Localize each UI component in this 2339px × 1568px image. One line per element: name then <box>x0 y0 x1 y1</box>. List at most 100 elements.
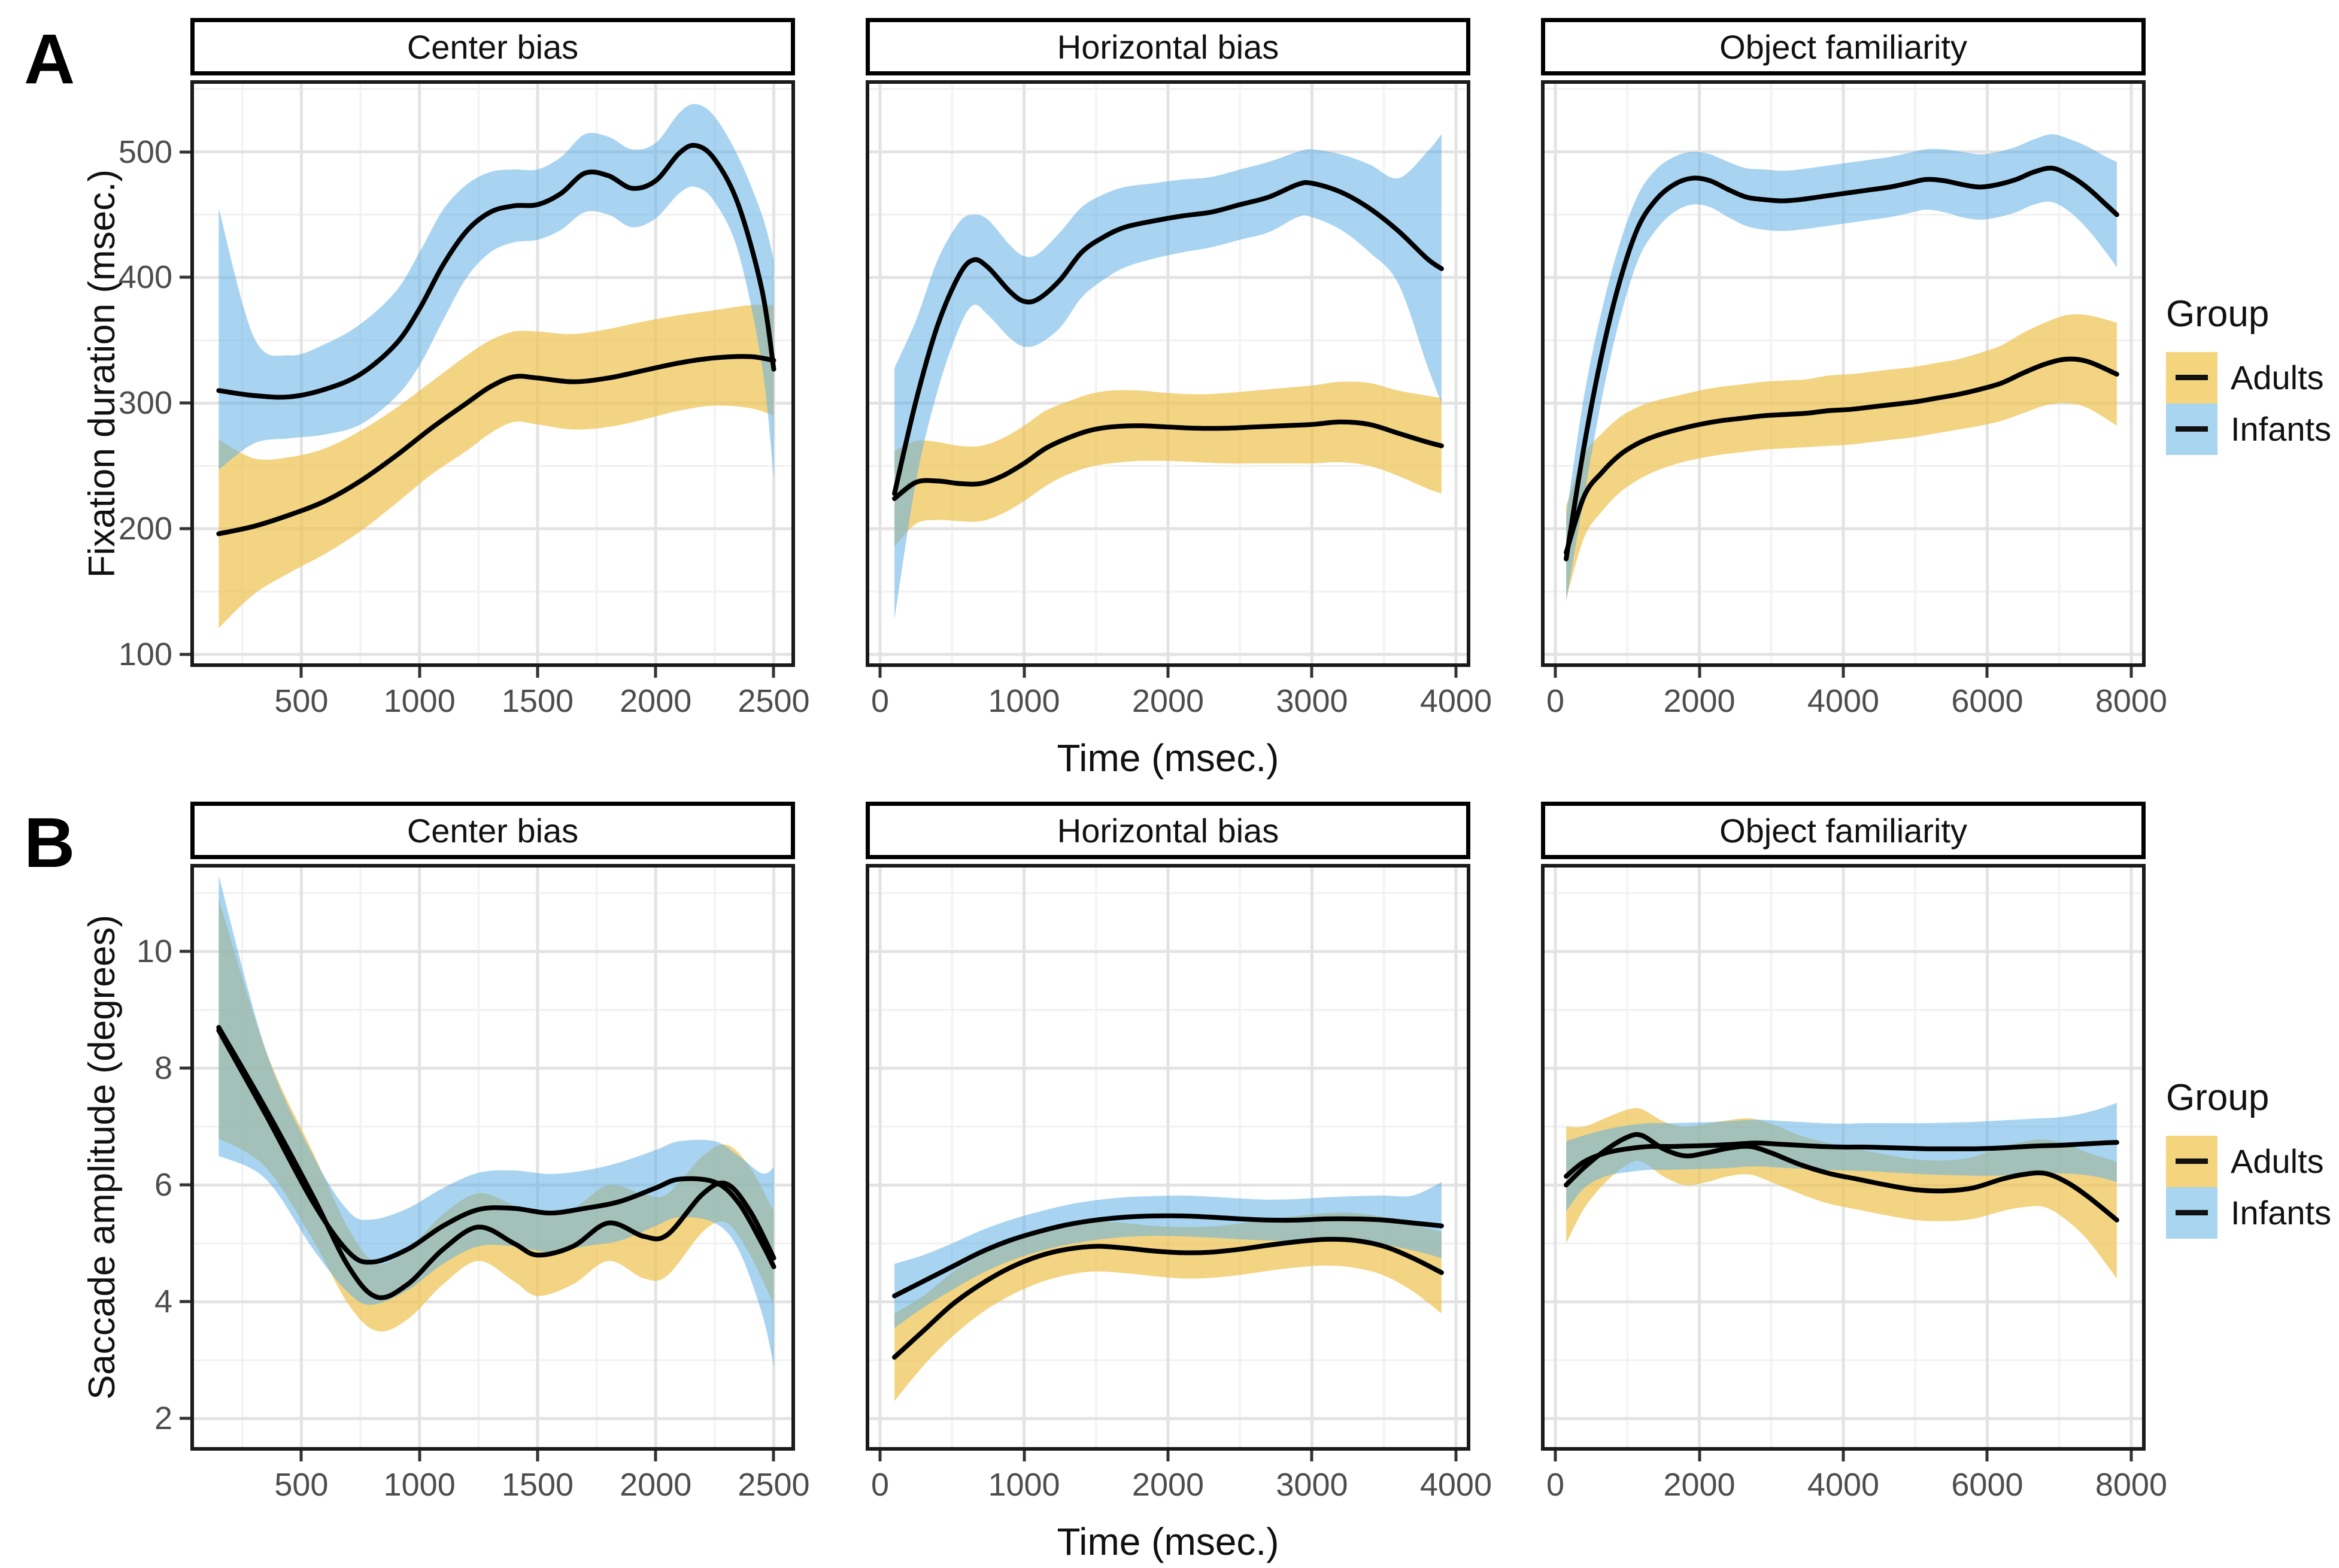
y-tick-mark <box>180 150 190 154</box>
x-axis-ticks: 0 2000 4000 6000 8000 <box>1541 1451 2167 1505</box>
x-axis-ticks: 500 1000 1500 2000 2500 <box>190 667 810 721</box>
facet-strip: Object familiarity <box>1541 802 2146 859</box>
x-tick-mark <box>878 1451 882 1461</box>
x-tick-label: 500 <box>274 683 329 719</box>
x-tick-mark <box>1023 1451 1026 1461</box>
x-tick-label: 4000 <box>1807 1467 1880 1503</box>
legend-title: Group <box>2166 1076 2270 1118</box>
x-tick-label: 2000 <box>620 683 692 719</box>
chart-canvas <box>1541 864 2146 1451</box>
y-tick-mark <box>180 1066 190 1070</box>
x-tick-mark <box>1166 1451 1170 1461</box>
x-tick-mark <box>1554 1451 1557 1461</box>
y-tick-mark <box>180 1300 190 1303</box>
x-axis-ticks: 0 1000 2000 3000 4000 <box>866 1451 1492 1505</box>
x-tick-label: 2000 <box>620 1467 692 1503</box>
x-tick-mark <box>772 1451 775 1461</box>
x-tick-mark <box>418 667 421 678</box>
y-tick-mark <box>180 653 190 656</box>
x-tick-mark <box>1842 667 1845 678</box>
row-b-label: B <box>24 803 75 882</box>
x-tick-label: 3000 <box>1276 683 1348 719</box>
chart-canvas <box>190 80 795 667</box>
facet-strip: Horizontal bias <box>866 18 1470 75</box>
x-axis-ticks: 500 1000 1500 2000 2500 <box>190 1451 810 1505</box>
y-tick-label: 100 <box>118 636 172 672</box>
legend-row-a: Group Adults Infants <box>2166 80 2339 667</box>
row-b: B Saccade amplitude (degrees) 2 4 6 8 10 Cen… <box>0 784 2339 1567</box>
x-tick-label: 1500 <box>501 1467 574 1503</box>
x-tick-mark <box>1698 667 1701 678</box>
legend-row-b: Group Adults Infants <box>2166 864 2339 1451</box>
x-tick-mark <box>2129 667 2133 678</box>
infants-key-swatch <box>2166 1187 2217 1239</box>
chart-canvas <box>866 864 1470 1451</box>
x-tick-mark <box>1698 1451 1701 1461</box>
y-axis-title-row-b: Saccade amplitude (degrees) <box>81 915 123 1400</box>
legend-item-adults: Adults <box>2166 1135 2339 1187</box>
chart-canvas <box>866 80 1470 667</box>
x-tick-label: 2500 <box>738 683 810 719</box>
x-tick-label: 6000 <box>1951 1467 2024 1503</box>
infants-key-line-icon <box>2176 426 2208 432</box>
x-tick-label: 8000 <box>2095 1467 2168 1503</box>
y-tick-label: 8 <box>154 1050 172 1087</box>
x-tick-label: 500 <box>274 1467 329 1503</box>
x-tick-mark <box>1166 667 1170 678</box>
y-axis-title-row-a: Fixation duration (msec.) <box>81 169 123 578</box>
panel-a-horizontal-bias: Horizontal bias 0 1000 2000 3000 4000 <box>866 18 1492 784</box>
x-tick-mark <box>772 667 775 678</box>
y-tick-mark <box>180 527 190 530</box>
x-tick-mark <box>418 1451 421 1461</box>
facet-strip: Object familiarity <box>1541 18 2146 75</box>
facet-strip: Horizontal bias <box>866 802 1470 859</box>
x-tick-label: 8000 <box>2095 683 2168 719</box>
x-tick-label: 2000 <box>1663 1467 1736 1503</box>
x-tick-mark <box>654 1451 657 1461</box>
panel-a-object-familiarity: Object familiarity 0 2000 4000 6000 8000 <box>1541 18 2167 784</box>
y-tick-mark <box>180 950 190 953</box>
panel-b-center-bias: Center bias 500 1000 1500 2000 2500 <box>190 802 810 1567</box>
y-tick-label: 300 <box>118 385 172 421</box>
chart-canvas <box>190 864 795 1451</box>
x-tick-mark <box>299 667 303 678</box>
y-tick-mark <box>180 401 190 405</box>
panel-b-object-familiarity: Object familiarity 0 2000 4000 6000 8000 <box>1541 802 2167 1567</box>
adults-key-line-icon <box>2176 1158 2208 1164</box>
x-tick-label: 4000 <box>1807 683 1880 719</box>
x-tick-label: 2500 <box>738 1467 810 1503</box>
row-a-label: A <box>24 20 75 99</box>
x-tick-label: 4000 <box>1419 1467 1492 1503</box>
y-tick-mark <box>180 1183 190 1187</box>
x-tick-mark <box>1985 667 1989 678</box>
chart-canvas <box>1541 80 2146 667</box>
infants-key-swatch <box>2166 403 2217 455</box>
x-axis-ticks: 0 2000 4000 6000 8000 <box>1541 667 2167 721</box>
x-tick-mark <box>654 667 657 678</box>
x-tick-label: 6000 <box>1951 683 2024 719</box>
x-tick-mark <box>536 667 539 678</box>
legend-item-infants: Infants <box>2166 403 2339 455</box>
x-tick-mark <box>1454 1451 1458 1461</box>
x-tick-mark <box>1554 667 1557 678</box>
y-axis-ticks-row-a: 100 200 300 400 500 <box>119 80 190 672</box>
x-tick-label: 4000 <box>1419 683 1492 719</box>
y-tick-label: 500 <box>118 134 172 170</box>
y-tick-label: 4 <box>154 1284 172 1320</box>
x-tick-mark <box>1310 667 1313 678</box>
infants-key-line-icon <box>2176 1210 2208 1215</box>
x-tick-mark <box>2129 1451 2133 1461</box>
x-tick-mark <box>1023 667 1026 678</box>
x-tick-label: 1000 <box>988 1467 1060 1503</box>
legend-item-adults: Adults <box>2166 351 2339 404</box>
y-tick-label: 200 <box>118 511 172 547</box>
panel-a-center-bias: Center bias 500 1000 1500 2000 2500 <box>190 18 810 784</box>
y-tick-label: 400 <box>118 259 172 296</box>
x-axis-title-row-a: Time (msec.) <box>1057 736 1279 780</box>
x-tick-label: 1000 <box>383 683 456 719</box>
panel-b-horizontal-bias: Horizontal bias 0 1000 2000 3000 4000 <box>866 802 1492 1567</box>
x-tick-mark <box>878 667 882 678</box>
x-tick-label: 0 <box>1546 683 1565 719</box>
x-tick-mark <box>1454 667 1458 678</box>
